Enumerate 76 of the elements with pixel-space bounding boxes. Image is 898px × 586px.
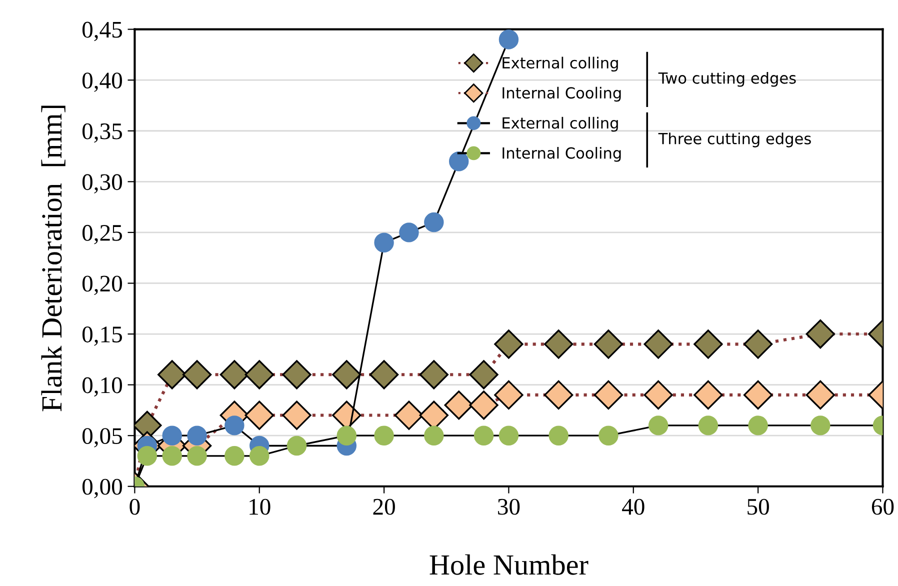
y-axis-title: Flank Deterioration [mm] — [41, 106, 66, 412]
point — [282, 400, 312, 430]
point — [806, 319, 835, 349]
point — [743, 330, 773, 359]
point — [162, 426, 182, 446]
point — [544, 330, 574, 359]
point — [224, 446, 244, 466]
y-tick-label: 0,10 — [82, 377, 122, 397]
legend-label: Internal Cooling — [502, 86, 621, 102]
point — [444, 390, 474, 420]
point — [424, 212, 444, 232]
point — [424, 426, 444, 446]
point — [336, 426, 357, 446]
point — [419, 360, 448, 390]
annotation: Three cutting edges — [658, 132, 811, 148]
point — [644, 330, 673, 359]
point — [648, 416, 668, 436]
point — [399, 222, 419, 242]
point — [158, 360, 187, 390]
y-tick-label: 0,15 — [82, 326, 122, 346]
point — [548, 426, 568, 446]
point — [494, 380, 524, 410]
point — [250, 446, 270, 466]
point — [694, 380, 723, 410]
y-tick-label: 0,20 — [82, 276, 122, 296]
x-tick-label: 20 — [373, 498, 395, 515]
point — [694, 330, 723, 359]
annotation: Two cutting edges — [658, 72, 796, 87]
point — [374, 232, 394, 252]
y-tick-label: 0,00 — [82, 478, 122, 498]
legend-label: Internal Cooling — [502, 146, 621, 162]
point — [494, 330, 524, 359]
x-axis-title: Hole Number — [430, 554, 588, 575]
point — [598, 426, 618, 446]
x-tick-label: 50 — [748, 498, 769, 515]
point — [469, 390, 498, 420]
point — [332, 360, 362, 390]
y-tick-label: 0,35 — [82, 123, 122, 143]
x-tick-label: 40 — [622, 498, 644, 515]
y-tick-label: 0,05 — [82, 428, 122, 448]
point — [369, 360, 399, 390]
point — [594, 330, 624, 359]
y-tick-label: 0,25 — [82, 224, 122, 244]
point — [698, 416, 718, 436]
point — [644, 380, 673, 410]
point — [244, 400, 274, 430]
point — [182, 360, 212, 390]
point — [448, 151, 469, 172]
point — [474, 426, 494, 446]
point — [137, 446, 158, 466]
point — [282, 360, 312, 390]
x-tick-label: 10 — [250, 498, 270, 515]
point — [162, 446, 182, 466]
point — [544, 380, 574, 410]
point — [469, 360, 498, 390]
point — [498, 30, 519, 50]
point — [594, 380, 624, 410]
point — [806, 380, 835, 410]
point — [244, 360, 274, 390]
point — [224, 416, 244, 436]
x-tick-label: 0 — [130, 498, 140, 515]
point — [374, 426, 394, 446]
point — [187, 426, 207, 446]
point — [286, 436, 307, 456]
point — [748, 416, 768, 436]
point — [187, 446, 207, 466]
y-tick-label: 0,40 — [82, 72, 122, 92]
point — [498, 426, 519, 446]
y-tick-label: 0,30 — [82, 174, 122, 194]
x-tick-label: 30 — [498, 498, 520, 515]
point — [810, 416, 830, 436]
x-tick-label: 60 — [872, 498, 894, 515]
point — [743, 380, 773, 410]
legend-label: External colling — [502, 56, 618, 72]
y-tick-label: 0,45 — [82, 22, 122, 42]
legend-label: External colling — [502, 116, 618, 132]
